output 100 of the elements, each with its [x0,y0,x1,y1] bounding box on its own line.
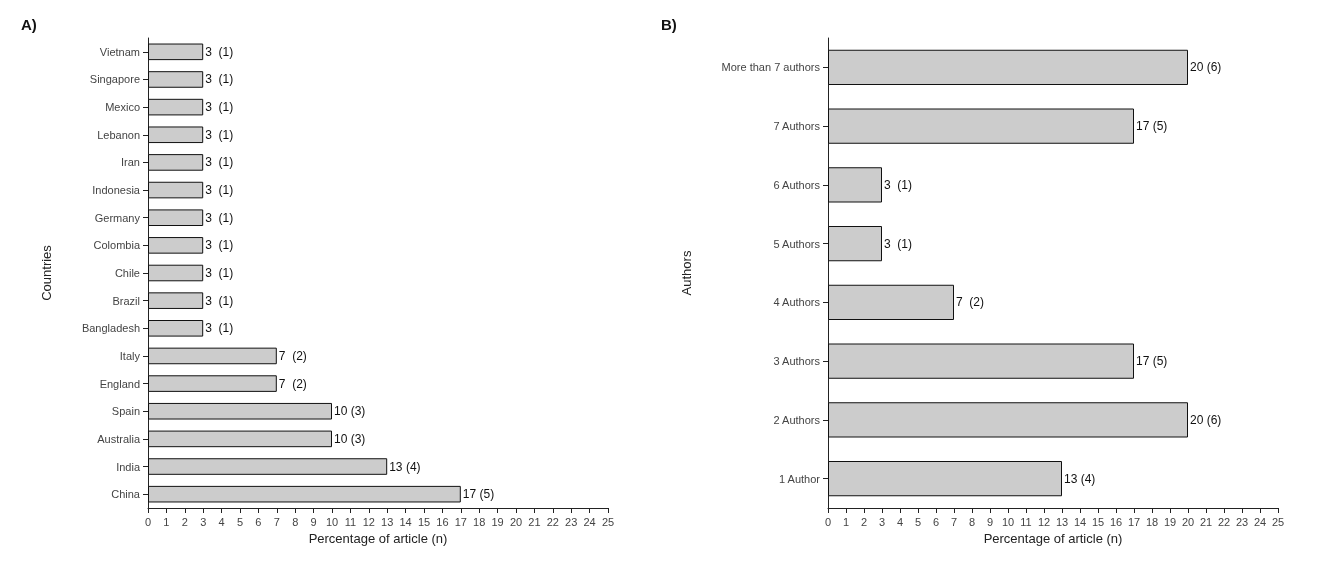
bar [828,402,1188,438]
x-tick-label: 2 [860,515,868,528]
y-tick-label: Vietnam [99,45,140,58]
x-tick-label: 17 [454,515,467,528]
bar [148,402,332,420]
x-tick-label: 24 [1253,515,1267,528]
y-tick-label: 4 Authors [773,296,821,309]
bar [148,181,204,199]
bar [828,108,1134,144]
bar [148,237,204,254]
y-tick-label: China [111,488,141,501]
bar [148,458,388,475]
data-label: 3 (1) [205,44,234,59]
bar [828,284,954,320]
y-tick-label: 1 Author [779,472,821,485]
bar [148,485,461,503]
data-label: 13 (4) [389,459,421,474]
y-tick-label: England [99,377,140,390]
data-label: 3 (1) [884,177,913,192]
y-tick-label: Iran [121,156,140,169]
bar [148,430,332,448]
x-tick-label: 0 [824,515,832,528]
x-axis-title: Percentage of article (n) [983,531,1123,546]
x-tick-label: 14 [1073,515,1087,528]
data-label: 7 (2) [278,348,307,363]
x-tick-label: 20 [509,515,523,528]
data-label: 17 (5) [1136,119,1168,134]
y-tick-label: Bangladesh [81,322,140,335]
data-label: 17 (5) [462,487,495,502]
y-tick-label: Singapore [89,73,140,86]
bar [828,49,1188,85]
y-tick-label: Lebanon [97,128,140,141]
data-label: 7 (2) [956,295,985,310]
data-label: 3 (1) [205,183,234,198]
data-label: 3 (1) [884,236,913,251]
y-tick-label: 6 Authors [773,178,821,191]
y-tick-label: Chile [114,267,140,279]
data-label: 3 (1) [205,155,234,170]
x-tick-label: 5 [236,515,244,528]
x-tick-label: 15 [417,515,431,528]
data-label: 20 (6) [1190,412,1222,427]
bar [148,264,204,282]
x-tick-label: 13 [1055,515,1069,528]
x-tick-label: 1 [842,515,850,528]
x-tick-label: 18 [473,515,486,528]
y-tick-label: Colombia [93,239,141,252]
x-tick-label: 21 [1199,515,1213,528]
x-tick-label: 19 [491,515,504,528]
data-label: 3 (1) [205,238,234,253]
x-tick-label: 14 [399,515,412,528]
x-tick-label: 21 [528,515,541,528]
x-tick-label: 22 [546,515,559,528]
bar [148,209,204,226]
x-tick-label: 1 [163,515,170,528]
x-tick-label: 15 [1091,515,1105,528]
x-tick-label: 0 [144,515,152,528]
data-label: 3 (1) [205,100,234,115]
x-tick-label: 18 [1145,515,1159,528]
x-tick-label: 17 [1127,515,1141,528]
y-tick-label: 5 Authors [773,237,821,250]
y-axis-title: Countries [39,244,54,301]
data-label: 3 (1) [205,321,234,336]
x-tick-label: 23 [1235,515,1249,528]
x-tick-label: 5 [914,515,922,528]
x-tick-label: 10 [1001,515,1015,528]
y-tick-label: Indonesia [92,184,141,197]
bar [148,154,204,171]
x-tick-label: 4 [218,515,225,528]
y-tick-label: 7 Authors [773,120,821,133]
data-label: 7 (2) [278,376,307,391]
x-tick-label: 23 [565,515,578,528]
y-tick-label: India [116,460,141,473]
x-tick-label: 12 [362,515,375,528]
y-axis-title: Authors [679,250,694,296]
bar [828,343,1134,379]
data-label: 3 (1) [205,266,234,280]
x-tick-label: 4 [896,515,904,528]
x-tick-label: 12 [1037,515,1051,528]
x-tick-label: 16 [1109,515,1123,528]
data-label: 10 (3) [334,431,366,446]
y-tick-label: Brazil [112,294,140,307]
data-label: 3 (1) [205,127,234,142]
bar [148,71,204,88]
x-tick-label: 3 [878,515,886,528]
y-tick-label: 3 Authors [773,355,821,368]
x-tick-label: 11 [1020,515,1032,528]
y-tick-label: 2 Authors [773,413,821,426]
x-axis-title: Percentage of article (n) [308,531,448,546]
bar [148,292,204,309]
data-label: 13 (4) [1064,471,1096,486]
y-tick-label: Mexico [105,101,140,114]
x-tick-label: 25 [601,515,615,528]
bar [148,98,204,116]
x-tick-label: 9 [310,515,317,528]
chart-title: A) [21,16,37,33]
x-tick-label: 8 [968,515,976,528]
y-tick-label: More than 7 authors [721,61,821,74]
bar [148,320,204,337]
x-tick-label: 22 [1217,515,1231,528]
text: B) [661,16,677,33]
